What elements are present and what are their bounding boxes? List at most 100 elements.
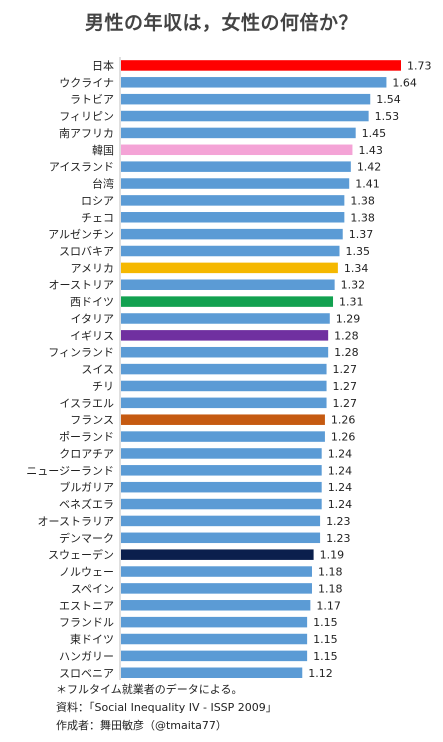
bar: [121, 330, 329, 341]
bar-chart: 日本 1.73 ウクライナ 1.64 ラトビア 1.54 フィリピン 1.53 南アフリカ 1.4…: [26, 57, 432, 680]
bar: [121, 667, 303, 679]
value-label: 1.18: [318, 582, 343, 595]
category-label: ノルウェー: [59, 566, 114, 579]
bar: [121, 77, 387, 88]
bar: [121, 498, 322, 510]
category-label: 東ドイツ: [70, 633, 114, 646]
value-label: 1.27: [333, 397, 358, 410]
value-label: 1.38: [350, 194, 375, 207]
value-label: 1.26: [331, 414, 356, 427]
category-label: ウクライナ: [59, 76, 114, 89]
value-label: 1.24: [328, 498, 353, 511]
category-label: アルゼンチン: [48, 228, 114, 241]
bar: [121, 616, 308, 628]
bar: [121, 228, 343, 240]
bar: [121, 161, 351, 172]
bar: [121, 296, 334, 307]
bar: [121, 363, 327, 375]
bar: [121, 549, 314, 560]
bar: [121, 380, 327, 392]
value-label: 1.53: [375, 110, 400, 123]
bar: [121, 127, 356, 139]
bar: [121, 566, 312, 577]
category-label: 西ドイツ: [70, 296, 114, 309]
category-label: スロバキア: [59, 245, 114, 258]
value-label: 1.64: [392, 76, 417, 89]
category-label: ハンガリー: [59, 650, 114, 663]
bar: [121, 650, 308, 662]
category-label: オーストラリア: [38, 515, 114, 528]
category-label: ラトビア: [70, 93, 114, 106]
value-label: 1.23: [326, 532, 351, 545]
category-label: クロアチア: [59, 447, 114, 460]
category-label: イタリア: [70, 312, 114, 325]
category-label: 日本: [92, 58, 114, 72]
chart-footer: ＊フルタイム就業者のデータによる。 資料：「Social Inequality …: [56, 681, 277, 735]
category-label: スイス: [81, 363, 114, 376]
value-label: 1.28: [334, 346, 359, 359]
bar: [121, 515, 321, 527]
category-label: スロベニア: [59, 667, 114, 680]
value-label: 1.35: [345, 245, 370, 258]
value-label: 1.43: [358, 144, 383, 157]
category-label: デンマーク: [59, 531, 114, 545]
value-label: 1.29: [336, 312, 361, 325]
category-label: イスラエル: [59, 397, 114, 410]
category-label: 韓国: [92, 144, 114, 157]
value-label: 1.24: [328, 481, 353, 494]
category-label: ポーランド: [59, 431, 114, 444]
category-label: ロシア: [81, 194, 114, 207]
value-label: 1.31: [339, 296, 364, 309]
value-label: 1.26: [331, 431, 356, 444]
value-label: 1.18: [318, 566, 343, 579]
value-label: 1.15: [313, 616, 338, 629]
bar: [121, 431, 325, 442]
value-label: 1.19: [320, 549, 345, 562]
author-note: 作成者：舞田敏彦（@tmaita77）: [56, 719, 227, 732]
value-label: 1.54: [376, 93, 401, 106]
bar: [121, 93, 371, 105]
bar: [121, 583, 312, 594]
category-label: エストニア: [59, 599, 114, 612]
bar: [121, 397, 327, 409]
category-label: チリ: [92, 380, 114, 393]
bar: [121, 178, 350, 189]
category-label: アイスランド: [49, 161, 114, 174]
value-label: 1.45: [362, 127, 387, 140]
source-note: 資料：「Social Inequality IV - ISSP 2009」: [56, 701, 277, 714]
bar: [121, 279, 335, 290]
category-label: フィンランド: [48, 346, 114, 359]
value-label: 1.12: [308, 667, 333, 680]
category-label: ベネズエラ: [59, 497, 114, 511]
value-label: 1.28: [334, 329, 359, 342]
value-label: 1.34: [344, 262, 369, 275]
value-label: 1.32: [341, 279, 366, 292]
value-label: 1.24: [328, 447, 353, 460]
value-label: 1.42: [357, 161, 382, 174]
category-label: チェコ: [81, 211, 114, 224]
value-label: 1.73: [407, 59, 432, 72]
bar: [121, 532, 321, 544]
value-label: 1.37: [349, 228, 374, 241]
category-label: 南アフリカ: [59, 127, 114, 140]
bar: [121, 414, 325, 425]
bar: [121, 60, 401, 71]
value-label: 1.41: [355, 178, 380, 191]
value-label: 1.24: [328, 464, 353, 477]
bar: [121, 262, 338, 274]
bar: [121, 633, 308, 645]
bar: [121, 313, 330, 324]
category-label: ニュージーランド: [26, 464, 114, 477]
bar: [121, 144, 353, 156]
chart-title: 男性の年収は，女性の何倍か？: [84, 12, 358, 34]
value-label: 1.27: [333, 363, 358, 376]
bar: [121, 245, 340, 257]
value-label: 1.17: [316, 599, 341, 612]
bar: [121, 195, 345, 206]
bar: [121, 465, 322, 476]
category-label: フランドル: [59, 616, 114, 629]
category-label: スウェーデン: [48, 548, 114, 562]
bar: [121, 212, 345, 223]
category-label: フランス: [70, 414, 114, 427]
